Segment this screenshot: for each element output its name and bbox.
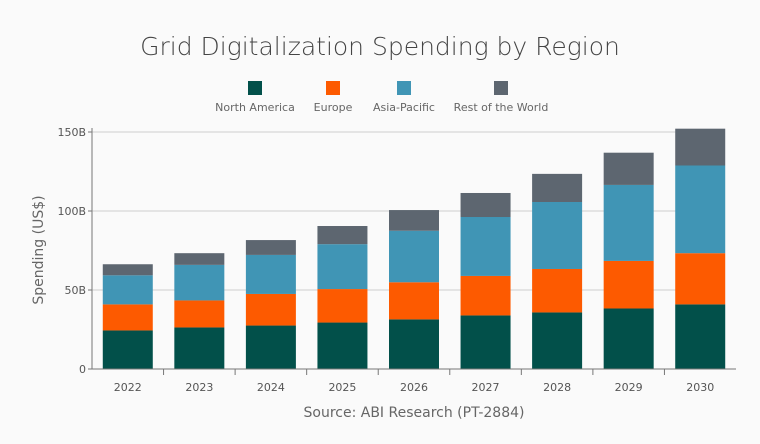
bar-north-america-2025 [317, 322, 368, 369]
bar-europe-2024 [245, 293, 296, 326]
x-tick-label: 2029 [615, 381, 643, 394]
bar-rest-of-the-world-2026 [389, 210, 439, 231]
bar-north-america-2029 [603, 308, 654, 369]
bar-europe-2026 [389, 282, 439, 320]
x-tick-label: 2028 [543, 381, 571, 394]
bar-asia-pacific-2023 [174, 264, 225, 301]
bar-europe-2027 [460, 275, 511, 316]
bar-asia-pacific-2022 [102, 275, 153, 305]
y-tick-label: 0 [79, 363, 86, 376]
bar-rest-of-the-world-2030 [675, 128, 726, 166]
chart-title: Grid Digitalization Spending by Region [140, 32, 620, 61]
bar-rest-of-the-world-2027 [460, 192, 511, 218]
bar-north-america-2024 [245, 325, 296, 369]
legend-swatch [494, 81, 508, 95]
bar-asia-pacific-2025 [317, 244, 368, 290]
y-tick-label: 100B [57, 205, 86, 218]
legend-label: Rest of the World [454, 101, 549, 114]
source-note: Source: ABI Research (PT-2884) [304, 405, 525, 421]
bar-europe-2030 [675, 253, 726, 305]
y-tick-label: 150B [57, 126, 86, 139]
bar-rest-of-the-world-2023 [174, 253, 225, 265]
bar-rest-of-the-world-2028 [532, 173, 583, 202]
bar-rest-of-the-world-2029 [603, 152, 654, 185]
legend-label: Asia-Pacific [373, 101, 435, 114]
bar-rest-of-the-world-2022 [102, 264, 153, 276]
x-tick-label: 2023 [185, 381, 213, 394]
legend-swatch [248, 81, 262, 95]
bar-north-america-2027 [460, 315, 511, 369]
x-tick-label: 2025 [328, 381, 356, 394]
bar-asia-pacific-2028 [532, 201, 583, 269]
bars [102, 128, 726, 369]
bar-asia-pacific-2030 [675, 165, 726, 254]
legend-swatch [326, 81, 340, 95]
bar-north-america-2026 [389, 319, 439, 369]
legend-swatch [397, 81, 411, 95]
bar-north-america-2028 [532, 312, 583, 369]
bar-europe-2029 [603, 260, 654, 309]
x-tick-label: 2024 [257, 381, 285, 394]
bar-north-america-2023 [174, 327, 225, 369]
legend-label: Europe [314, 101, 353, 114]
bar-asia-pacific-2026 [389, 230, 439, 283]
y-tick-label: 50B [64, 284, 86, 297]
bar-europe-2025 [317, 289, 368, 323]
bar-rest-of-the-world-2025 [317, 226, 368, 245]
bar-north-america-2030 [675, 304, 726, 369]
x-tick-label: 2030 [686, 381, 714, 394]
x-tick-label: 2026 [400, 381, 428, 394]
bar-europe-2028 [532, 268, 583, 313]
bar-north-america-2022 [102, 330, 153, 369]
bar-asia-pacific-2024 [245, 254, 296, 294]
axes: 0 50B 100B 150B 2022 2023 2024 2025 2026 2027 2028… [57, 126, 736, 394]
bar-asia-pacific-2027 [460, 217, 511, 276]
legend: North America Europe Asia-Pacific Rest of t… [215, 81, 548, 114]
bar-europe-2023 [174, 300, 225, 328]
legend-label: North America [215, 101, 295, 114]
bar-europe-2022 [102, 304, 153, 331]
x-tick-label: 2027 [472, 381, 500, 394]
bar-rest-of-the-world-2024 [245, 240, 296, 255]
x-tick-label: 2022 [114, 381, 142, 394]
bar-asia-pacific-2029 [603, 184, 654, 261]
y-axis-label: Spending (US$) [31, 195, 47, 304]
